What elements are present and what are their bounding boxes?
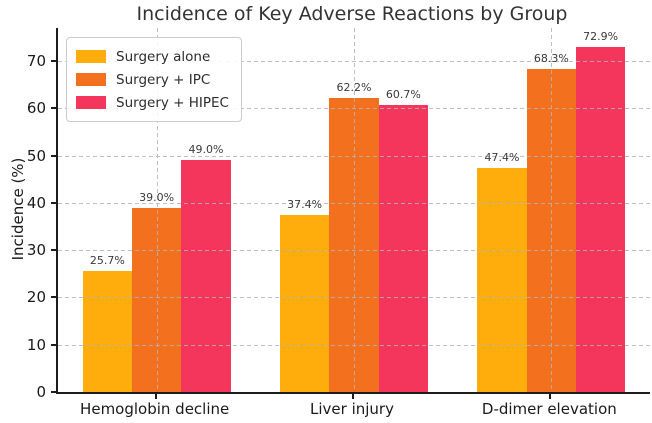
y-tick-mark — [51, 60, 56, 63]
x-tick-mark — [352, 394, 354, 399]
x-tick-label: Hemoglobin decline — [80, 400, 230, 418]
y-tick-label: 0 — [36, 383, 46, 401]
y-tick-label: 20 — [26, 288, 46, 307]
bar — [477, 167, 527, 392]
y-tick-mark — [51, 249, 56, 252]
bar — [576, 47, 626, 392]
bar — [181, 160, 231, 392]
legend: Surgery alone Surgery + IPC Surgery + HI… — [66, 37, 242, 122]
gridline-vertical — [156, 28, 158, 392]
y-tick-mark — [51, 107, 56, 110]
legend-label: Surgery alone — [116, 48, 211, 65]
bar-value-label: 39.0% — [139, 190, 175, 204]
legend-label: Surgery + HIPEC — [116, 94, 229, 111]
y-tick-mark — [51, 391, 56, 393]
x-tick-label: D-dimer elevation — [481, 400, 617, 418]
legend-swatch-surgery-hipec — [76, 96, 106, 109]
y-tick-label: 30 — [26, 241, 46, 260]
y-tick-label: 70 — [26, 52, 46, 71]
bar-value-label: 68.3% — [533, 52, 569, 66]
legend-item: Surgery alone — [76, 45, 229, 68]
bar — [526, 69, 576, 392]
x-tick-label: Liver injury — [310, 400, 394, 418]
legend-swatch-surgery-alone — [76, 50, 106, 63]
y-tick-mark — [51, 154, 56, 157]
bar-value-label: 62.2% — [336, 80, 372, 94]
bar-value-label: 37.4% — [287, 198, 323, 212]
gridline-vertical — [354, 28, 355, 392]
y-tick-label: 10 — [26, 335, 46, 354]
bar — [82, 270, 132, 392]
bar — [280, 215, 330, 392]
legend-item: Surgery + HIPEC — [76, 91, 229, 114]
bar-value-label: 72.9% — [583, 30, 619, 44]
legend-item: Surgery + IPC — [76, 68, 229, 91]
chart-title: Incidence of Key Adverse Reactions by Gr… — [136, 3, 568, 25]
x-tick-mark — [549, 394, 552, 399]
y-tick-label: 40 — [26, 193, 46, 212]
y-tick-mark — [51, 296, 56, 299]
bar-value-label: 49.0% — [188, 143, 224, 157]
bar-value-label: 25.7% — [89, 253, 125, 267]
legend-label: Surgery + IPC — [116, 71, 211, 88]
bar-value-label: 60.7% — [385, 88, 421, 102]
y-tick-label: 60 — [26, 99, 46, 118]
legend-swatch-surgery-ipc — [76, 73, 106, 86]
y-tick-mark — [51, 343, 56, 346]
plot-area: Surgery alone Surgery + IPC Surgery + HI… — [56, 28, 650, 394]
y-tick-label: 50 — [26, 146, 46, 165]
y-tick-mark — [51, 201, 56, 204]
gridline-vertical — [551, 28, 553, 392]
bar — [378, 105, 428, 392]
bar-value-label: 47.4% — [484, 150, 520, 164]
x-tick-mark — [154, 394, 157, 399]
bar — [329, 97, 379, 392]
